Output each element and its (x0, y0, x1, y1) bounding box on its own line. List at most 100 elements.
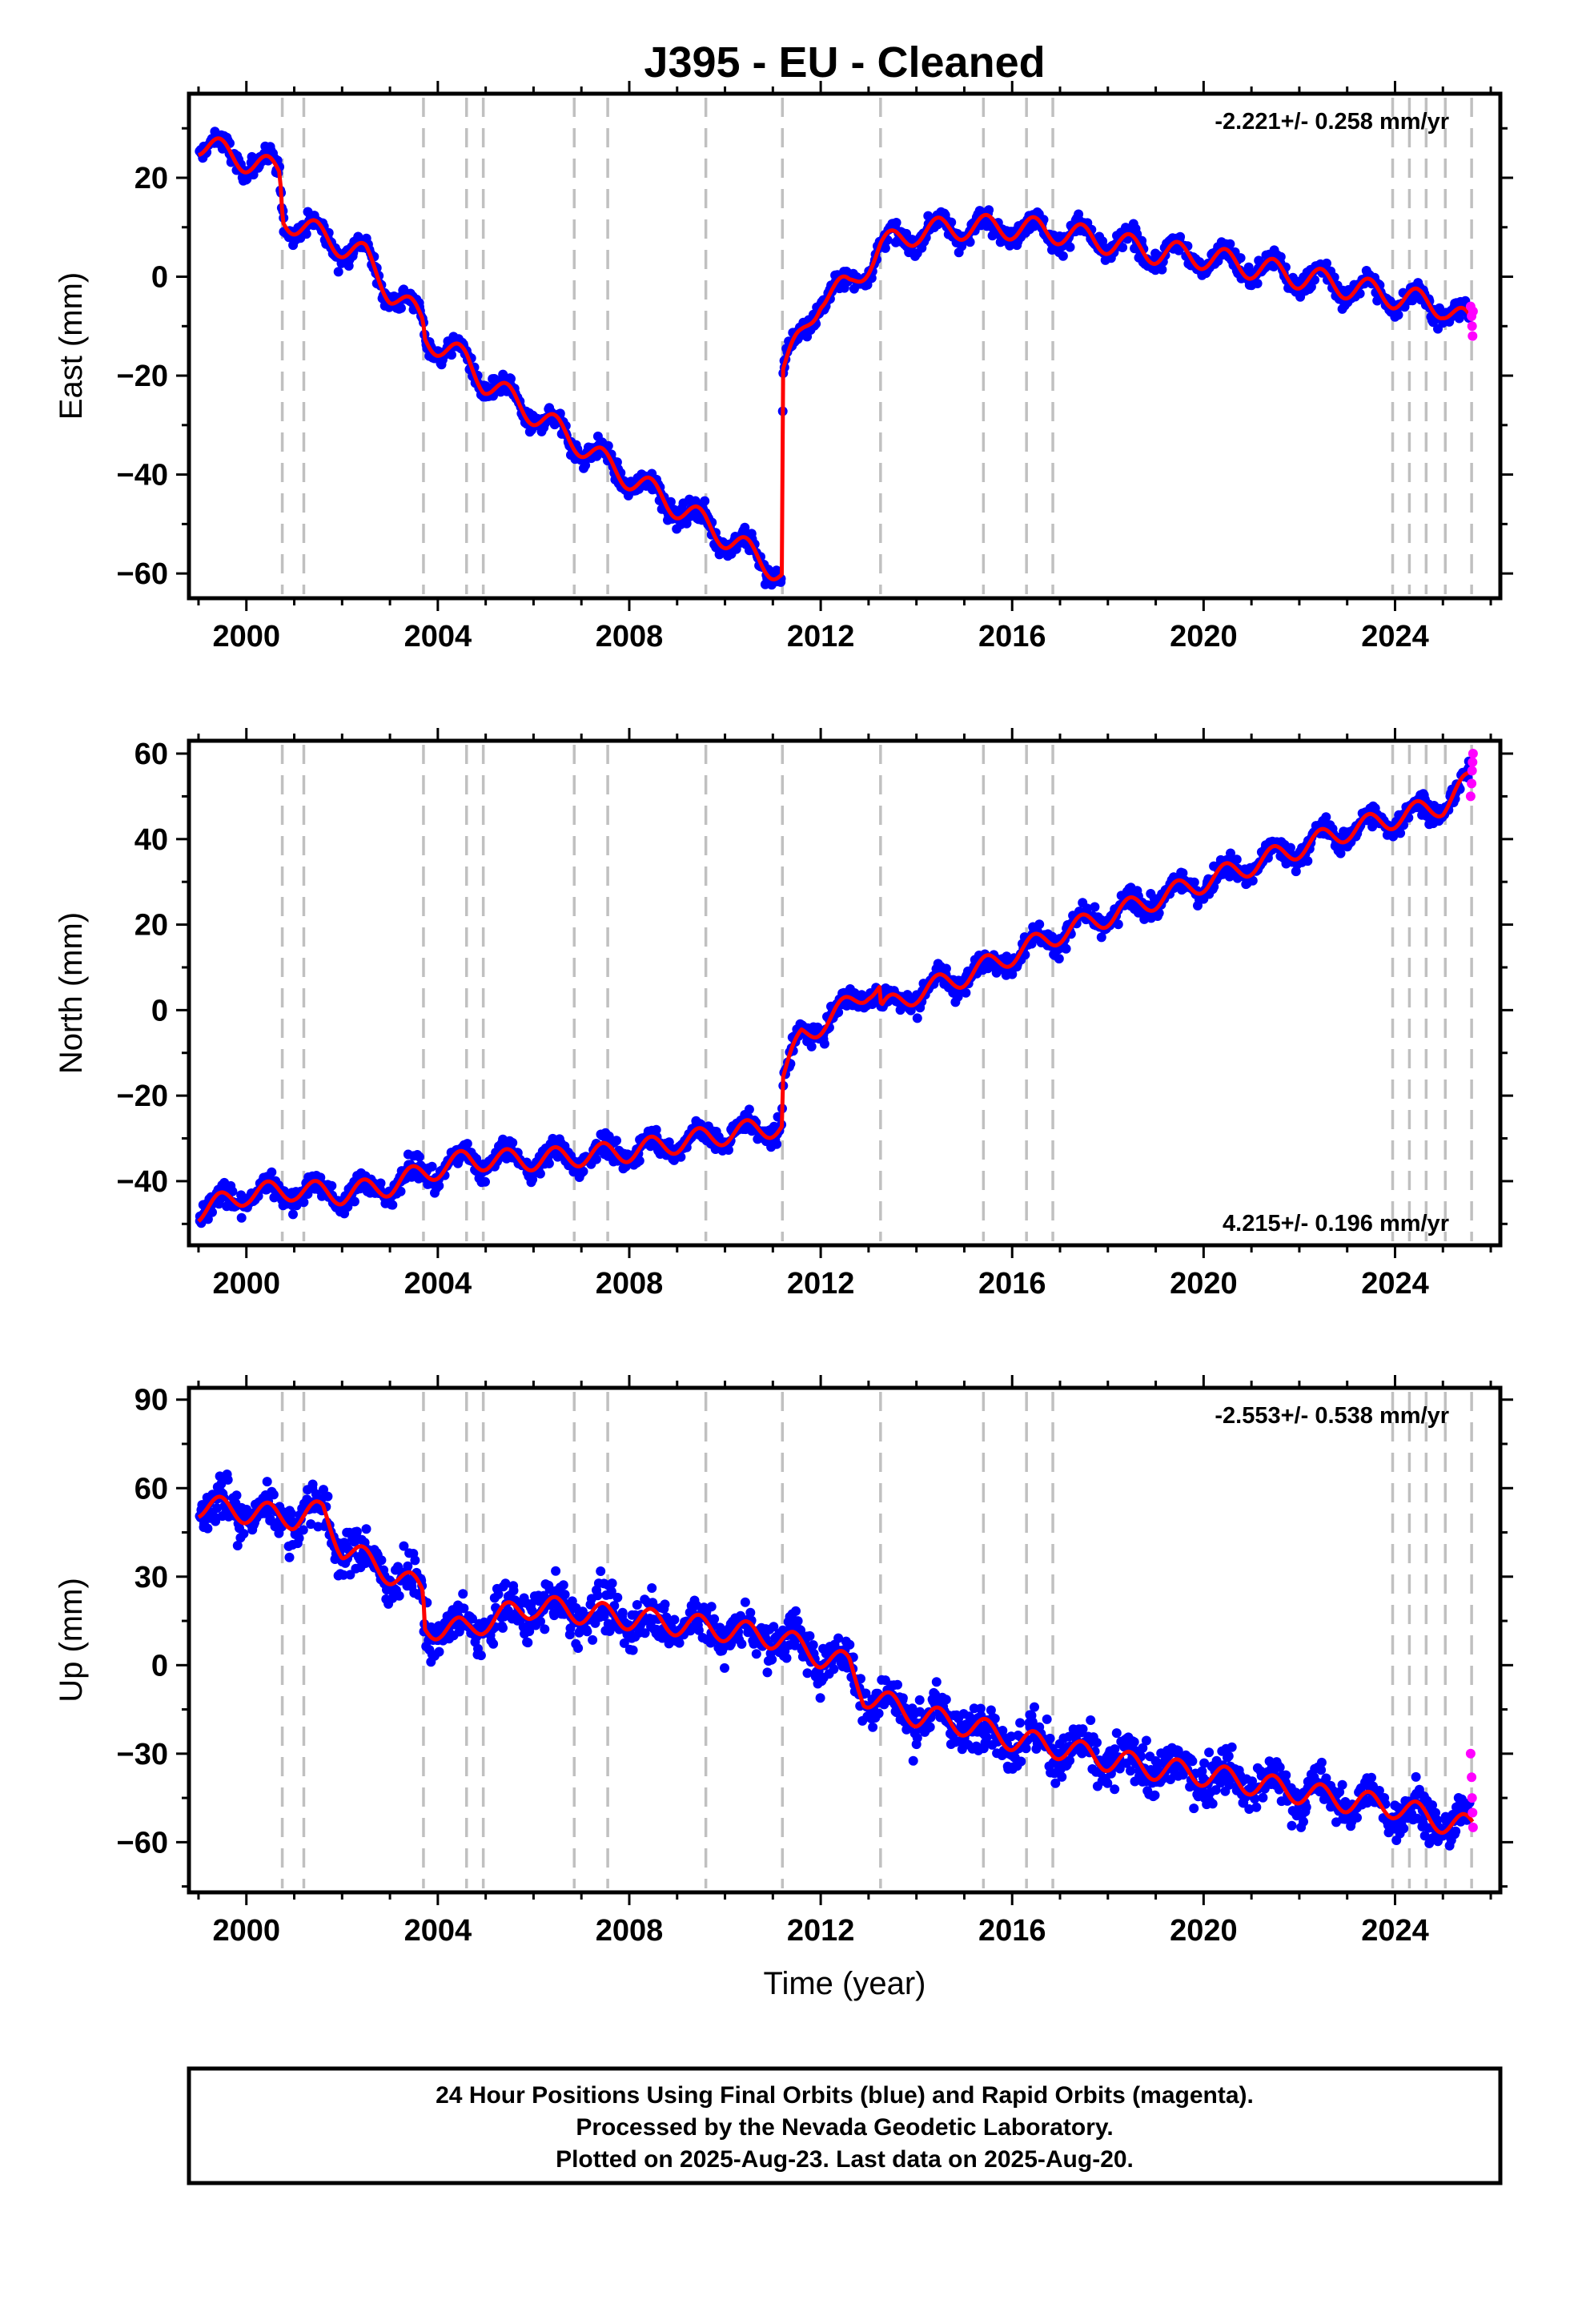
data-point (327, 1180, 337, 1191)
rapid-point (1468, 331, 1478, 341)
data-point (1411, 1771, 1421, 1782)
data-point (914, 1695, 925, 1705)
data-point (805, 1630, 815, 1641)
rapid-point (1465, 791, 1476, 802)
data-point (353, 231, 363, 242)
final-orbit-points (195, 127, 1475, 590)
x-tick-label: 2004 (404, 1267, 472, 1301)
data-point (476, 1651, 486, 1661)
data-point (1113, 919, 1123, 930)
data-point (1287, 1820, 1297, 1831)
data-point (912, 1733, 922, 1743)
data-point (307, 1479, 318, 1490)
x-tick-label: 2004 (404, 1914, 472, 1948)
rapid-point (1467, 778, 1477, 789)
east-panel: 2000 2004 2008 2012 2016 2020 2024−60−40−20020… (54, 81, 1513, 653)
data-point (880, 243, 890, 253)
rapid-point (1468, 749, 1478, 758)
rate-label: 4.215+/- 0.196 mm/yr (1223, 1211, 1449, 1236)
data-point (588, 1634, 598, 1645)
data-point (1015, 1718, 1026, 1728)
data-point (544, 1158, 554, 1168)
rapid-point (1467, 766, 1477, 776)
data-point (1189, 877, 1199, 887)
rate-label: -2.553+/- 0.538 mm/yr (1215, 1403, 1449, 1429)
data-point (607, 1578, 617, 1589)
data-point (592, 1590, 603, 1601)
x-tick-label: 2000 (212, 1914, 280, 1948)
data-point (628, 1645, 638, 1655)
data-point (1393, 310, 1403, 320)
data-point (301, 229, 311, 239)
data-point (912, 1013, 922, 1023)
data-point (498, 1622, 508, 1633)
chart-title: J395 - EU - Cleaned (644, 38, 1045, 86)
data-point (508, 1138, 518, 1148)
data-point (961, 987, 971, 998)
data-point (410, 1555, 420, 1566)
x-tick-label: 2008 (596, 1267, 664, 1301)
data-point (1110, 1744, 1120, 1755)
data-point (231, 1490, 242, 1501)
data-point (540, 1624, 550, 1634)
y-tick-label: −40 (117, 1165, 168, 1199)
data-point (706, 1602, 717, 1612)
data-point (262, 1477, 272, 1487)
data-point (819, 1039, 829, 1049)
data-point (1227, 1742, 1237, 1752)
data-point (1065, 242, 1075, 252)
data-point (1355, 288, 1365, 299)
footer-line-3: Plotted on 2025-Aug-23. Last data on 202… (556, 2146, 1134, 2173)
data-point (873, 1708, 884, 1719)
x-tick-label: 2020 (1170, 620, 1238, 653)
data-point (762, 1667, 773, 1678)
data-point (376, 1555, 387, 1566)
data-point (1092, 1738, 1102, 1747)
data-point (349, 1196, 359, 1207)
data-point (1189, 1803, 1199, 1814)
data-point (1207, 1799, 1218, 1809)
data-point (808, 1640, 818, 1651)
data-point (1303, 856, 1313, 866)
data-point (462, 1139, 472, 1149)
data-point (669, 1614, 680, 1625)
x-tick-label: 2020 (1170, 1914, 1238, 1948)
up-panel: 2000 2004 2008 2012 2016 2020 2024−60−30030609… (54, 1375, 1513, 1948)
y-tick-label: 90 (135, 1384, 168, 1417)
x-tick-label: 2012 (787, 620, 855, 653)
data-point (925, 1722, 935, 1732)
data-point (1337, 1779, 1347, 1790)
x-tick-label: 2012 (787, 1914, 855, 1948)
y-tick-label: 0 (151, 261, 168, 295)
data-point (845, 1639, 855, 1650)
data-point (1204, 1747, 1215, 1758)
data-point (1042, 1714, 1052, 1724)
data-point (908, 1755, 918, 1766)
rate-label: -2.221+/- 0.258 mm/yr (1215, 109, 1449, 135)
y-tick-label: −30 (117, 1738, 168, 1771)
rapid-point (1468, 1822, 1478, 1832)
data-point (720, 1663, 729, 1673)
data-point (1399, 1823, 1409, 1834)
data-point (1451, 1826, 1461, 1836)
data-point (551, 1566, 561, 1576)
final-orbit-points (195, 1470, 1475, 1851)
data-point (1281, 1770, 1291, 1780)
data-point (781, 1653, 792, 1663)
data-point (387, 1200, 398, 1210)
data-point (1252, 279, 1263, 288)
data-point (1129, 1737, 1139, 1747)
data-point (634, 1156, 644, 1166)
data-point (1175, 231, 1186, 242)
data-point (1243, 262, 1254, 272)
y-axis-label: Up (mm) (54, 1578, 89, 1703)
data-point (965, 237, 975, 247)
data-point (288, 1209, 298, 1220)
rapid-point (1467, 321, 1477, 332)
data-point (558, 1580, 568, 1590)
data-point (1061, 943, 1071, 954)
data-point (700, 496, 710, 506)
data-point (506, 374, 516, 384)
data-point (709, 1614, 720, 1624)
